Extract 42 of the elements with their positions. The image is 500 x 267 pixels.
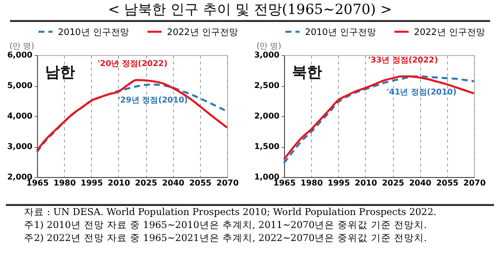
legend-label: 2022년 인구전망 — [414, 28, 485, 38]
x-tick-label: 1995 — [328, 178, 350, 188]
legend-label: 2022년 인구전망 — [167, 28, 238, 38]
annotation: '20년 정점(2022) — [98, 59, 168, 68]
x-tick-label: 1965 — [26, 178, 50, 188]
annotation: '41년 정점(2010) — [386, 87, 456, 96]
y-tick-label: 1,000 — [254, 172, 280, 182]
x-tick-label: 1980 — [300, 178, 324, 188]
x-tick-label: 2055 — [436, 178, 459, 188]
legend-label: 2010년 인구전망 — [305, 28, 376, 38]
x-tick-label: 2055 — [189, 178, 212, 188]
x-tick-label: 1980 — [54, 178, 76, 188]
y-tick-label: 2,000 — [7, 172, 33, 182]
y-tick-label: 3,000 — [254, 50, 280, 60]
y-tick-label: 2,500 — [254, 81, 280, 90]
y-tick-label: 1,500 — [254, 142, 280, 151]
x-tick-label: 2010 — [108, 178, 130, 188]
annotation: 북한 — [292, 63, 322, 81]
x-tick-label: 2040 — [162, 178, 185, 188]
x-tick-label: 1995 — [80, 178, 104, 188]
x-tick-label: 2070 — [463, 178, 486, 188]
x-tick-label: 2040 — [409, 178, 432, 188]
text: 자료 : UN DESA. World Population Prospects 2010; World Population Prospects 2022. — [24, 206, 438, 219]
x-tick-label: 2025 — [382, 178, 405, 188]
legend-label: 2010년 인구전망 — [58, 28, 129, 38]
annotation: '33년 정점(2022) — [368, 55, 438, 64]
chart-title: < 남북한 인구 추이 및 전망(1965~2070) > — [10, 0, 490, 22]
x-tick-label: 2025 — [134, 178, 158, 188]
annotation: 남한 — [45, 63, 75, 81]
x-tick-label: 2010 — [354, 178, 378, 188]
y-tick-label: 5,000 — [7, 81, 33, 90]
annotation: '29년 정점(2010) — [118, 96, 188, 105]
y-tick-label: 2,000 — [254, 112, 280, 120]
y-tick-label: 3,000 — [7, 142, 33, 151]
x-tick-label: 1965 — [273, 178, 296, 188]
x-tick-label: 2070 — [216, 178, 240, 188]
text: 주1) 2010년 전망 자료 중 1965~2010년은 추계치, 2011~2070년은 중위값 기준 전망치. — [24, 219, 428, 232]
y-tick-label: 6,000 — [7, 50, 33, 60]
text: 주2) 2022년 전망 자료 중 1965~2021년은 추계치, 2022~2070년은 중위값 기준 전망치. — [24, 232, 428, 245]
y-axis-title: (만 명) — [10, 42, 34, 50]
y-tick-label: 4,000 — [7, 112, 33, 120]
y-axis-title: (만 명) — [256, 42, 282, 50]
